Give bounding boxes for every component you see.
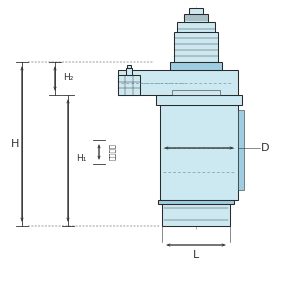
Bar <box>189 8 203 14</box>
Bar <box>238 110 244 190</box>
Bar <box>174 32 218 62</box>
Bar <box>158 200 234 204</box>
Bar <box>156 95 242 105</box>
Text: H: H <box>11 139 19 149</box>
Bar <box>170 62 222 70</box>
Bar <box>160 105 238 200</box>
Bar <box>126 68 132 75</box>
Text: L: L <box>193 250 199 260</box>
Bar <box>162 204 230 226</box>
Bar <box>118 75 140 95</box>
Bar <box>118 70 238 95</box>
Text: 夹紧行程: 夹紧行程 <box>109 143 116 161</box>
Text: H₂: H₂ <box>63 73 73 82</box>
Bar <box>184 14 208 22</box>
Bar <box>177 22 215 32</box>
Text: D: D <box>261 143 270 153</box>
Bar <box>172 90 220 95</box>
Text: H₁: H₁ <box>76 154 86 163</box>
Bar <box>127 65 131 68</box>
